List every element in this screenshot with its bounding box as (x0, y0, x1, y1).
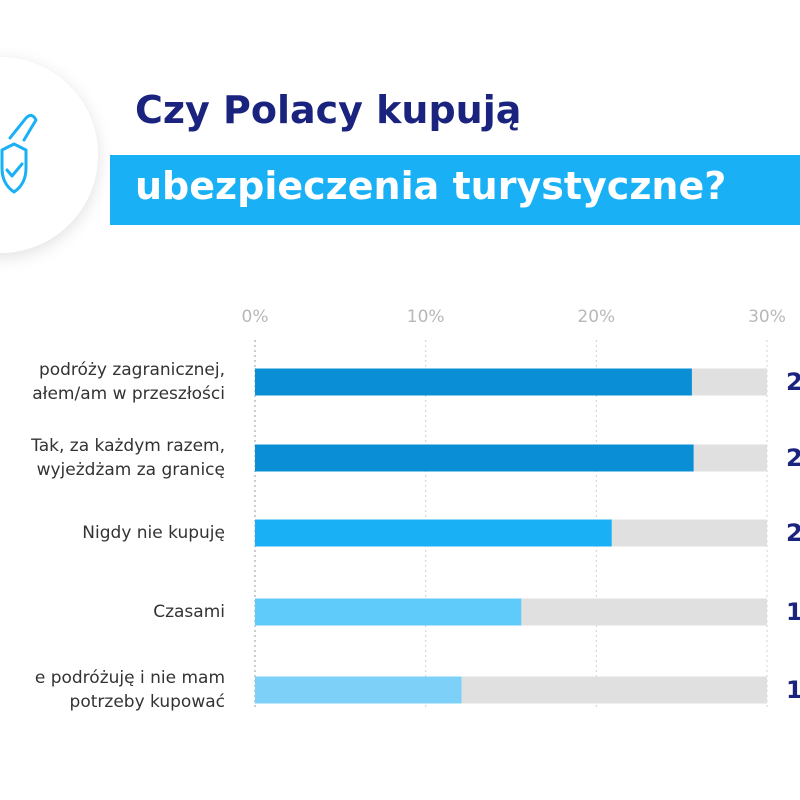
category-label: podróży zagranicznej, ałem/am w przeszło… (32, 360, 225, 404)
x-tick-label: 0% (242, 307, 269, 327)
bar (255, 519, 612, 547)
bar (255, 676, 462, 704)
bar (255, 368, 692, 396)
category-label: Tak, za każdym razem, wyjeżdżam za grani… (31, 436, 225, 480)
x-tick-label: 30% (748, 307, 786, 327)
category-label: e podróżuję i nie mam potrzeby kupować (34, 668, 225, 712)
category-label: Czasami (153, 602, 225, 622)
value-label: 1 (786, 676, 800, 704)
chart-subtitle: ubezpieczenia turystyczne? (135, 164, 727, 208)
category-label: Nigdy nie kupuję (82, 523, 225, 543)
x-tick-label: 10% (407, 307, 445, 327)
x-tick-label: 20% (577, 307, 615, 327)
value-label: 2 (786, 444, 800, 472)
shield-icon (0, 113, 38, 194)
icon-circle (0, 57, 98, 253)
value-label: 2 (786, 368, 800, 396)
value-label: 2 (786, 519, 800, 547)
chart-title: Czy Polacy kupują (135, 88, 522, 132)
banner (110, 155, 800, 225)
bar (255, 444, 694, 472)
value-label: 1 (786, 598, 800, 626)
bar (255, 598, 522, 626)
